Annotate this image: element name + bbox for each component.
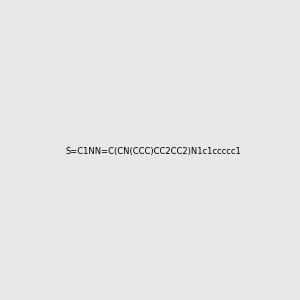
Text: S=C1NN=C(CN(CCC)CC2CC2)N1c1ccccc1: S=C1NN=C(CN(CCC)CC2CC2)N1c1ccccc1: [66, 147, 242, 156]
